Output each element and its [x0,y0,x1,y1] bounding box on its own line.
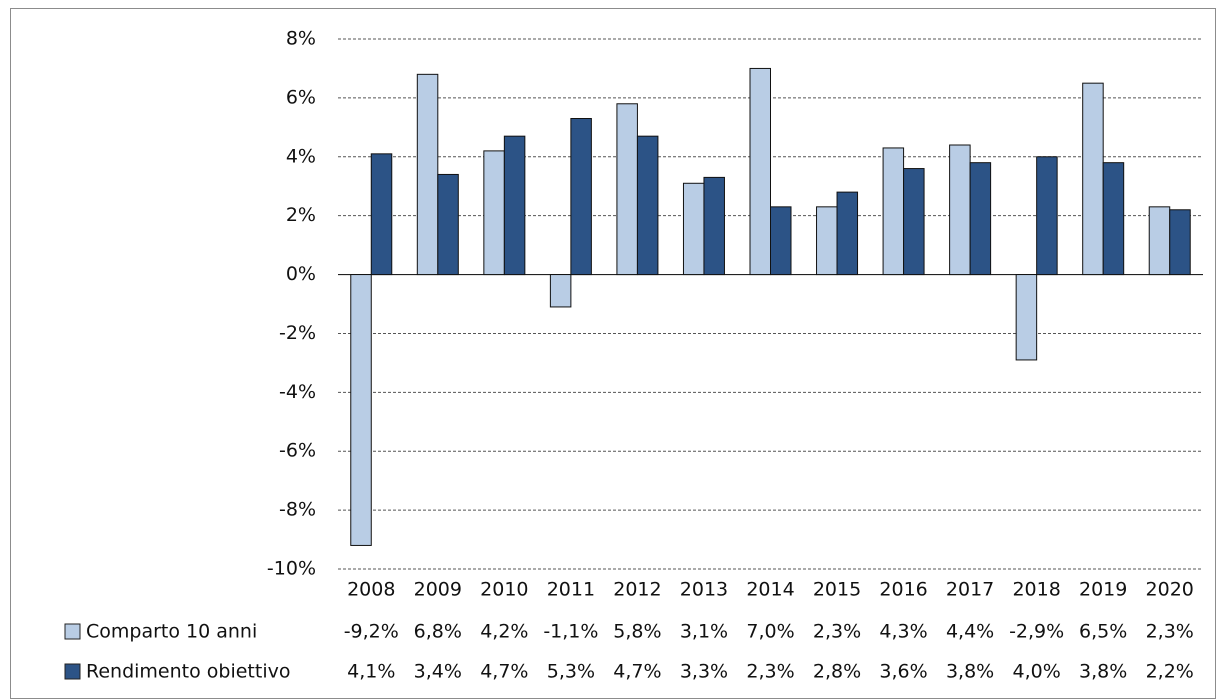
table-value: 5,3% [547,661,595,683]
y-tick-label: -8% [279,499,316,521]
table-value: 2,2% [1146,661,1194,683]
table-value: 2,3% [1146,621,1194,643]
y-tick-label: 6% [286,86,316,108]
table-value: 3,3% [680,661,728,683]
bar [437,173,459,276]
y-tick-label: 8% [286,28,316,50]
bar [770,206,792,276]
bar [1148,206,1171,276]
bar [682,182,705,276]
legend-swatch [64,623,81,640]
table-value: 4,7% [480,661,528,683]
bar [949,144,971,276]
bar [969,162,992,276]
x-tick-label: 2013 [680,579,728,601]
table-value: -1,1% [543,621,598,643]
table-value: 3,8% [1079,661,1127,683]
table-value: -2,9% [1009,621,1064,643]
bar [483,150,505,276]
x-tick-label: 2009 [414,579,462,601]
y-tick-label: -2% [279,322,316,344]
y-tick-label: -10% [267,558,316,580]
table-value: 2,3% [813,621,861,643]
chart-frame [10,8,1216,699]
x-tick-label: 2010 [480,579,528,601]
bar [570,118,592,276]
legend-swatch [64,663,81,680]
bar [616,103,638,276]
table-value: 6,5% [1079,621,1127,643]
legend-label: Comparto 10 anni [86,621,257,643]
bar [703,176,725,276]
table-value: 4,7% [613,661,661,683]
bar [350,274,372,546]
table-value: 3,8% [946,661,994,683]
bar [882,147,905,276]
table-value: 4,0% [1013,661,1061,683]
y-tick-label: 2% [286,204,316,226]
bar [1102,162,1125,276]
x-tick-label: 2018 [1012,579,1060,601]
table-value: 4,4% [946,621,994,643]
table-value: 4,1% [347,661,395,683]
bar [816,206,838,276]
y-tick-label: 0% [286,263,316,285]
table-value: 5,8% [613,621,661,643]
bar [549,274,572,308]
table-value: 7,0% [746,621,794,643]
bar [903,168,925,276]
x-tick-label: 2015 [813,579,861,601]
table-value: 3,1% [680,621,728,643]
bar [1036,156,1058,276]
x-tick-label: 2020 [1146,579,1194,601]
bar [836,191,859,276]
bar [416,73,439,276]
x-tick-label: 2012 [613,579,661,601]
y-tick-label: 4% [286,145,316,167]
x-tick-label: 2008 [347,579,395,601]
x-tick-label: 2016 [879,579,927,601]
x-tick-label: 2019 [1079,579,1127,601]
table-value: 6,8% [414,621,462,643]
table-value: 2,3% [746,661,794,683]
bar [1169,209,1191,276]
table-value: 3,4% [414,661,462,683]
table-value: 4,3% [879,621,927,643]
bar [749,67,771,276]
bar [503,135,526,276]
bar [1082,82,1104,276]
legend-label: Rendimento obiettivo [86,661,290,683]
y-tick-label: -4% [279,381,316,403]
bar [636,135,659,276]
bar [1015,274,1038,361]
table-value: -9,2% [344,621,399,643]
x-tick-label: 2011 [547,579,595,601]
bar [370,153,393,276]
table-value: 3,6% [879,661,927,683]
y-tick-label: -6% [279,440,316,462]
table-value: 4,2% [480,621,528,643]
x-tick-label: 2017 [946,579,994,601]
x-tick-label: 2014 [746,579,794,601]
table-value: 2,8% [813,661,861,683]
